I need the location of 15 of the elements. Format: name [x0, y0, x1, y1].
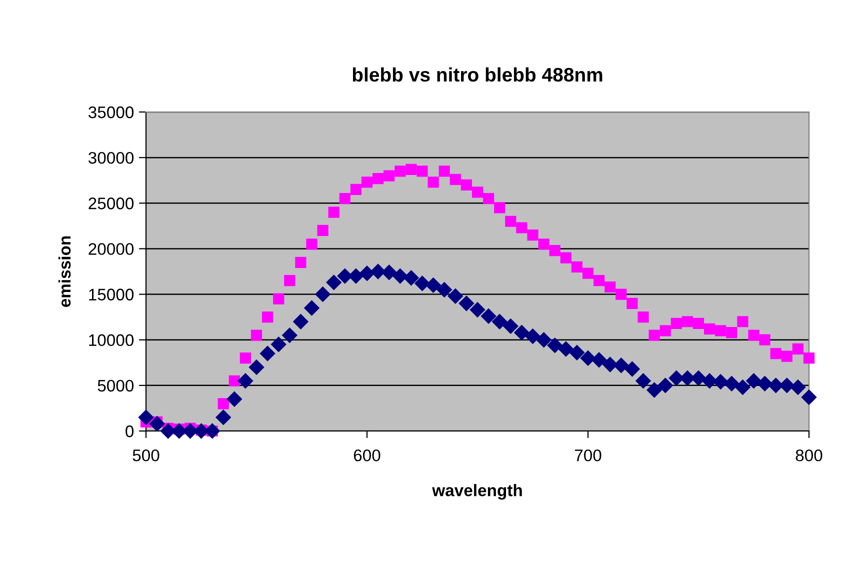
y-tick-label: 10000	[89, 334, 134, 346]
y-tick-label: 15000	[89, 288, 134, 300]
y-axis-title: emission	[58, 236, 71, 307]
y-tick-label: 35000	[88, 106, 134, 118]
y-tick-label: 20000	[88, 243, 134, 255]
x-tick-label: 800	[796, 449, 822, 462]
chart-title: blebb vs nitro blebb 488nm	[352, 67, 602, 82]
y-tick-label: 0	[126, 425, 134, 438]
x-axis-title: wavelength	[432, 484, 522, 500]
y-tick-label: 30000	[88, 152, 134, 164]
x-tick-label: 500	[132, 449, 160, 462]
x-tick-label: 700	[574, 449, 602, 462]
y-tick-label: 25000	[88, 198, 134, 210]
x-tick-label: 600	[354, 449, 380, 462]
y-tick-label: 5000	[98, 380, 134, 392]
